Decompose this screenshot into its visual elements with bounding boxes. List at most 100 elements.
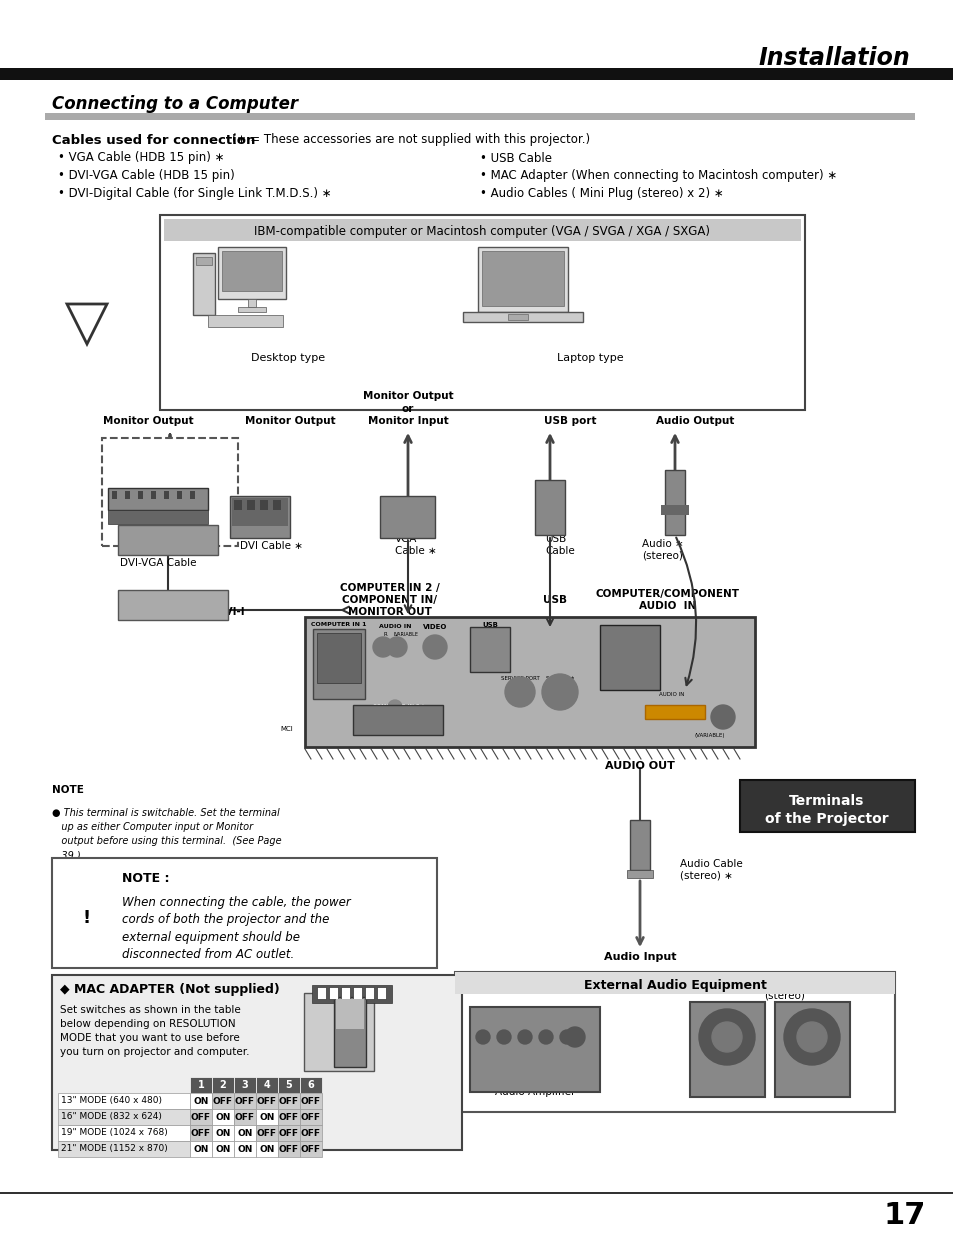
Text: DVI-VGA Cable: DVI-VGA Cable [120,558,196,568]
Bar [108,510,208,524]
Circle shape [517,1030,532,1044]
Text: • VGA Cable (HDB 15 pin) ∗: • VGA Cable (HDB 15 pin) ∗ [58,152,224,164]
Text: Audio Speaker
(stereo): Audio Speaker (stereo) [746,978,821,1000]
Text: 1: 1 [197,1079,204,1091]
Text: ON: ON [215,1145,231,1153]
Bar [277,1125,299,1141]
Bar [195,257,212,266]
Text: OFF: OFF [301,1097,320,1105]
Text: Audio Amplifier: Audio Amplifier [495,1087,575,1097]
Bar [470,627,510,672]
Bar [664,471,684,535]
Bar [233,500,242,510]
Bar [353,987,361,999]
Bar [190,1093,212,1109]
Text: OFF: OFF [301,1145,320,1153]
Bar [255,1109,277,1125]
Bar [277,1109,299,1125]
Text: 4: 4 [263,1079,270,1091]
Text: COMPUTER IN 2 /
COMPONENT IN /
MONITOR OUT: COMPUTER IN 2 / COMPONENT IN / MONITOR O… [373,704,423,720]
Bar [329,987,337,999]
Text: OFF: OFF [213,1097,233,1105]
Text: AUDIO OUT: AUDIO OUT [655,711,694,716]
Text: Monitor Output
or
Monitor Input: Monitor Output or Monitor Input [362,391,453,426]
Bar [477,247,567,312]
Bar [237,308,266,312]
Bar [507,314,527,320]
Bar [52,974,461,1150]
Text: Installation: Installation [758,46,909,70]
Bar [190,1141,212,1157]
Bar [277,1093,299,1109]
Bar [151,492,156,499]
Text: OFF: OFF [234,1113,254,1121]
Text: COMPUTER IN 1 DVI-I: COMPUTER IN 1 DVI-I [120,606,244,618]
Text: • Audio Cables ( Mini Plug (stereo) x 2) ∗: • Audio Cables ( Mini Plug (stereo) x 2)… [479,188,723,200]
Bar [212,1141,233,1157]
Bar [277,1141,299,1157]
Text: • MAC Adapter (When connecting to Macintosh computer) ∗: • MAC Adapter (When connecting to Macint… [479,169,837,183]
Bar [118,525,218,555]
Bar [222,251,282,291]
Bar [299,1077,322,1093]
Text: COMPUTER/COMPONENT
AUDIO  IN: COMPUTER/COMPONENT AUDIO IN [596,589,740,611]
Text: RESET: RESET [387,708,402,713]
Circle shape [699,1009,754,1065]
Text: 17: 17 [882,1200,925,1230]
Bar [218,247,286,299]
Text: • DVI-Digital Cable (for Single Link T.M.D.S.) ∗: • DVI-Digital Cable (for Single Link T.M… [58,188,332,200]
Bar [689,1002,764,1097]
Circle shape [711,1023,741,1052]
Text: 6: 6 [307,1079,314,1091]
Bar [299,1109,322,1125]
Text: COMPUTER /
COMPONENT: COMPUTER / COMPONENT [610,626,649,637]
Bar [164,219,801,241]
Text: OFF: OFF [301,1113,320,1121]
Bar [260,500,268,510]
Text: Set switches as shown in the table
below depending on RESOLUTION
MODE that you w: Set switches as shown in the table below… [60,1005,250,1057]
Text: (∗ = These accessories are not supplied with this projector.): (∗ = These accessories are not supplied … [232,133,590,147]
Text: AUDIO IN: AUDIO IN [378,625,411,630]
Text: OFF: OFF [278,1129,298,1137]
Text: External Audio Equipment: External Audio Equipment [583,978,765,992]
Bar [316,634,360,683]
Text: COMPUTER IN 1: COMPUTER IN 1 [311,622,366,627]
Bar [644,705,704,719]
Bar [277,1077,299,1093]
Text: OFF: OFF [278,1145,298,1153]
Bar [299,1093,322,1109]
Bar [233,1125,255,1141]
Text: MCI: MCI [280,726,294,732]
Bar [58,1093,190,1109]
Text: Audio ∗
(stereo): Audio ∗ (stereo) [641,540,683,561]
Text: OFF: OFF [191,1113,211,1121]
Bar [190,1109,212,1125]
Bar [316,987,326,999]
Bar [193,253,214,315]
Bar [45,112,914,120]
Bar [232,498,288,526]
Bar [304,993,374,1071]
Text: 13" MODE (640 x 480): 13" MODE (640 x 480) [61,1097,162,1105]
Text: Monitor Output: Monitor Output [103,416,193,426]
Text: ON: ON [259,1113,274,1121]
Bar [353,705,442,735]
Text: 16" MODE (832 x 624): 16" MODE (832 x 624) [61,1113,162,1121]
Bar [102,438,237,546]
Text: VGA
Cable ∗: VGA Cable ∗ [395,535,436,556]
Text: USB: USB [542,595,566,605]
Text: SERVICE PORT: SERVICE PORT [500,677,538,682]
Bar [660,505,688,515]
Text: VARIABLE: VARIABLE [395,631,418,636]
Bar [481,251,563,306]
Bar [233,1077,255,1093]
Text: • USB Cable: • USB Cable [479,152,552,164]
Text: USB: USB [481,622,497,629]
Bar [212,1125,233,1141]
Bar [233,1093,255,1109]
Bar [138,492,143,499]
Text: NOTE :: NOTE : [122,872,170,884]
Text: Audio Output: Audio Output [655,416,734,426]
Bar [230,496,290,538]
Bar [0,68,953,77]
